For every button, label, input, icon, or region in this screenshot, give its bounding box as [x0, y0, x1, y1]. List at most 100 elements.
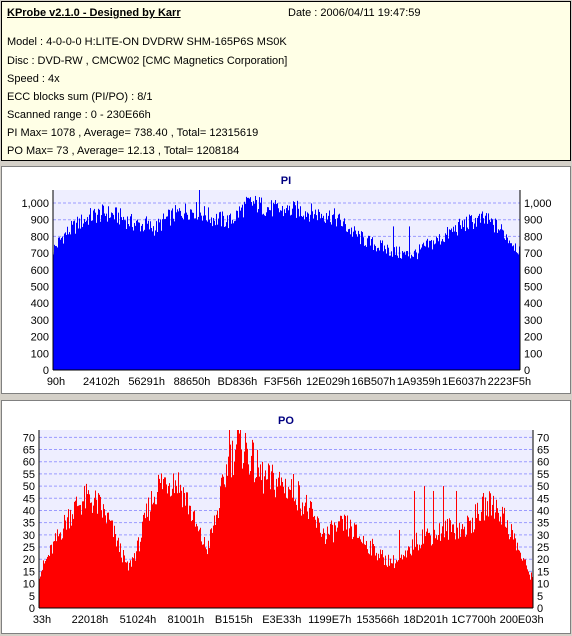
pi-bar [212, 226, 213, 370]
pi-bar [365, 245, 366, 370]
po-bar [217, 510, 218, 608]
pi-bar [320, 218, 321, 370]
pi-bar [152, 231, 153, 370]
pi-bar [254, 203, 255, 370]
po-bar [234, 461, 235, 608]
po-spike [456, 490, 457, 608]
po-y-tick-label-right: 35 [537, 518, 549, 530]
pi-bar [499, 230, 500, 370]
pi-bar [187, 214, 188, 370]
pi-y-tick-label-left: 700 [31, 248, 49, 260]
pi-bar [315, 209, 316, 370]
pi-bar [348, 229, 349, 370]
po-bar [126, 562, 127, 608]
pi-bar [178, 211, 179, 370]
pi-bar [249, 198, 250, 370]
pi-bar [115, 207, 116, 370]
pi-bar [353, 231, 354, 370]
po-bar [47, 556, 48, 608]
pi-bar [197, 219, 198, 370]
pi-bar [74, 220, 75, 370]
po-bar [99, 494, 100, 608]
po-y-tick-label-left: 65 [23, 445, 35, 457]
pi-bar [279, 212, 280, 370]
pi-bar [136, 220, 137, 370]
pi-bar [412, 256, 413, 370]
po-y-tick-label-left: 20 [23, 554, 35, 566]
po-bar [205, 547, 206, 608]
po-bar [198, 531, 199, 608]
po-bar [263, 493, 264, 608]
pi-bar [400, 257, 401, 370]
pi-bar [64, 233, 65, 370]
scan-date: Date : 2006/04/11 19:47:59 [288, 7, 421, 19]
pi-bar [202, 220, 203, 370]
pi-bar [192, 212, 193, 370]
po-bar [321, 536, 322, 608]
po-bar [132, 557, 133, 608]
pi-bar [260, 202, 261, 370]
pi-bar [404, 251, 405, 370]
pi-bar [189, 219, 190, 370]
pi-bar [63, 243, 64, 370]
po-bar [250, 471, 251, 608]
po-bar [379, 558, 380, 608]
pi-bar [364, 245, 365, 370]
pi-bar [444, 242, 445, 370]
po-bar [161, 473, 162, 608]
po-bar [211, 528, 212, 608]
pi-bar [296, 217, 297, 370]
pi-bar [245, 203, 246, 370]
pi-bar [399, 246, 400, 370]
po-bar [97, 513, 98, 608]
po-x-tick-label: E3E33h [262, 614, 301, 626]
pi-bar [138, 222, 139, 370]
pi-bar [128, 224, 129, 370]
po-bar [334, 522, 335, 608]
pi-bar [367, 238, 368, 370]
po-bar [476, 518, 477, 608]
pi-bar [456, 231, 457, 370]
po-bar [40, 576, 41, 608]
pi-bar [344, 218, 345, 370]
pi-bar [110, 217, 111, 370]
pi-bar [67, 226, 68, 370]
po-bar [518, 549, 519, 608]
po-bar [134, 553, 135, 608]
pi-bar [345, 224, 346, 370]
pi-y-tick-label-left: 900 [31, 215, 49, 227]
pi-bar [299, 216, 300, 370]
po-bar [487, 501, 488, 608]
pi-bar [483, 218, 484, 370]
pi-bar [495, 218, 496, 370]
po-bar [81, 514, 82, 608]
pi-bar [283, 216, 284, 370]
po-x-tick-label: 1199E7h [308, 614, 351, 626]
po-bar [69, 528, 70, 608]
pi-bar [247, 197, 248, 370]
po-bar [530, 579, 531, 608]
pi-bar [406, 251, 407, 370]
po-bar [231, 477, 232, 608]
po-bar [300, 508, 301, 608]
po-bar [312, 508, 313, 608]
pi-bar [492, 219, 493, 370]
po-bar [513, 539, 514, 608]
po-bar [444, 537, 445, 608]
pi-bar [179, 208, 180, 370]
po-bar [423, 543, 424, 608]
po-bar [292, 497, 293, 608]
pi-bar [250, 197, 251, 370]
pi-bar [421, 247, 422, 370]
pi-bar [374, 244, 375, 370]
po-bar [112, 520, 113, 608]
pi-bar [433, 240, 434, 370]
pi-bar [100, 221, 101, 370]
pi-bar [508, 243, 509, 370]
pi-bar [500, 229, 501, 370]
po-y-tick-label-right: 30 [537, 530, 549, 542]
po-bar [58, 536, 59, 608]
po-bar [244, 451, 245, 608]
po-bar [155, 504, 156, 608]
po-bar [122, 562, 123, 608]
